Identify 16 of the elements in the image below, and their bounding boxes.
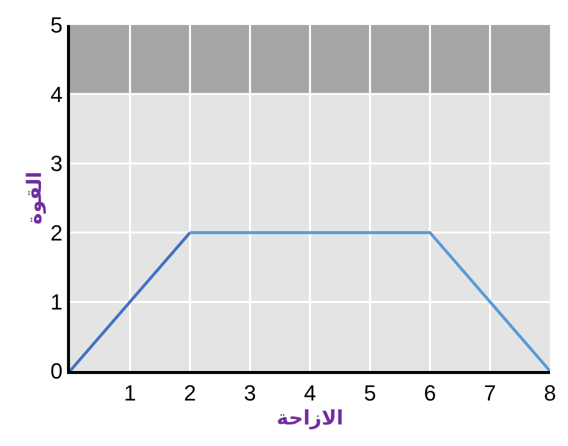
y-tick-label: 3 [50, 151, 63, 176]
x-tick-label: 7 [484, 380, 496, 406]
x-tick-label: 6 [424, 380, 436, 406]
y-tick-label: 0 [50, 358, 63, 384]
y-tick-label: 2 [50, 220, 63, 246]
x-tick-label: 1 [124, 380, 136, 406]
y-tick-label: 1 [50, 290, 63, 314]
x-tick-label: 4 [304, 380, 316, 406]
x-tick-label: 2 [184, 380, 196, 406]
x-tick-label: 3 [244, 380, 256, 406]
y-tick-label: 4 [50, 82, 63, 107]
y-tick-label: 5 [50, 12, 63, 38]
x-tick-label: 5 [364, 380, 376, 406]
y-axis-title: القوة [22, 171, 46, 225]
x-axis-title: الازاحة [276, 405, 344, 430]
x-tick-label: 8 [544, 380, 556, 406]
